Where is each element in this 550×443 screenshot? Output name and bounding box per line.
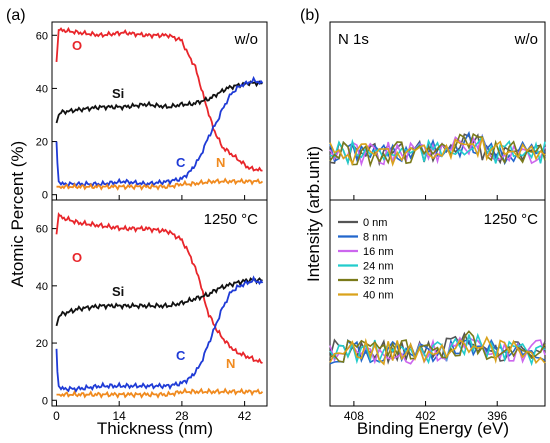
legend-label: 24 nm — [363, 261, 394, 273]
legend-label: 16 nm — [363, 246, 394, 258]
frame-a-bottom — [51, 199, 268, 407]
b-bottom-condition: 1250 °C — [484, 211, 539, 228]
b-x-tick-label: 408 — [344, 409, 364, 423]
legend-label: 40 nm — [363, 290, 394, 302]
spectrum-32-nm-line — [329, 132, 546, 168]
b-top-condition: w/o — [514, 31, 538, 48]
spectrum-24-nm-line — [329, 332, 546, 367]
series-n-line — [56, 387, 264, 399]
series-label-c: C — [176, 348, 186, 363]
panel-label-b: (b) — [300, 7, 320, 24]
a-x-tick-label: 28 — [175, 409, 189, 423]
a-bottom-condition: 1250 °C — [204, 211, 259, 228]
b-y-axis-title: Intensity (arb.unit) — [304, 146, 323, 282]
frame-a-top — [51, 21, 268, 201]
spectrum-8-nm-line — [329, 338, 546, 365]
a-y-tick-label: 0 — [42, 190, 48, 202]
plots-layer — [55, 26, 546, 399]
a-y-tick-label: 20 — [36, 137, 48, 149]
series-label-si: Si — [112, 284, 124, 299]
a-y-axis-title: Atomic Percent (%) — [8, 141, 27, 287]
a-x-axis-title: Thickness (nm) — [97, 419, 213, 438]
series-o-line — [55, 26, 263, 172]
spectrum-40-nm-line — [329, 137, 546, 167]
b-x-axis-title: Binding Energy (eV) — [357, 419, 509, 438]
series-label-o: O — [72, 38, 82, 53]
a-y-tick-label: 40 — [36, 281, 48, 293]
series-c-line — [55, 275, 264, 393]
legend-label: 8 nm — [363, 232, 387, 244]
spectrum-40-nm-line — [329, 335, 546, 366]
legend: 0 nm 8 nm 16 nm 24 nm 32 nm 40 nm — [338, 217, 394, 302]
b-x-tick-label: 396 — [487, 409, 507, 423]
series-label-o: O — [72, 250, 82, 265]
a-x-tick-label: 42 — [238, 409, 252, 423]
spectrum-0-nm-line — [329, 133, 546, 167]
panel-label-a: (a) — [6, 7, 26, 24]
series-c-line — [55, 75, 264, 188]
a-x-tick-label: 14 — [113, 409, 127, 423]
series-label-n: N — [226, 356, 235, 371]
a-y-tick-label: 20 — [36, 338, 48, 350]
a-y-tick-label: 60 — [36, 224, 48, 236]
series-label-si: Si — [112, 86, 124, 101]
frame-b-bottom — [329, 199, 546, 407]
spectrum-16-nm-line — [329, 134, 546, 167]
a-x-tick-label: 0 — [53, 409, 60, 423]
a-top-condition: w/o — [234, 31, 258, 48]
legend-label: 0 nm — [363, 217, 387, 229]
a-y-tick-label: 60 — [36, 30, 48, 42]
a-y-tick-label: 40 — [36, 83, 48, 95]
frame-b-top — [329, 21, 546, 201]
series-si-line — [55, 277, 263, 327]
series-label-n: N — [216, 155, 225, 170]
ticks-layer: 0 20 40 60 0 20 40 60 0 14 28 42 408 402 396 — [36, 30, 508, 423]
series-n-line — [56, 177, 264, 191]
series-si-line — [55, 80, 263, 124]
series-o-line — [55, 212, 263, 364]
a-y-tick-label: 0 — [42, 395, 48, 407]
spectrum-label: N 1s — [338, 31, 369, 48]
legend-label: 32 nm — [363, 275, 394, 287]
series-label-c: C — [176, 155, 186, 170]
b-x-tick-label: 402 — [416, 409, 436, 423]
series-labels-layer: O Si C N O Si C N — [72, 38, 235, 371]
